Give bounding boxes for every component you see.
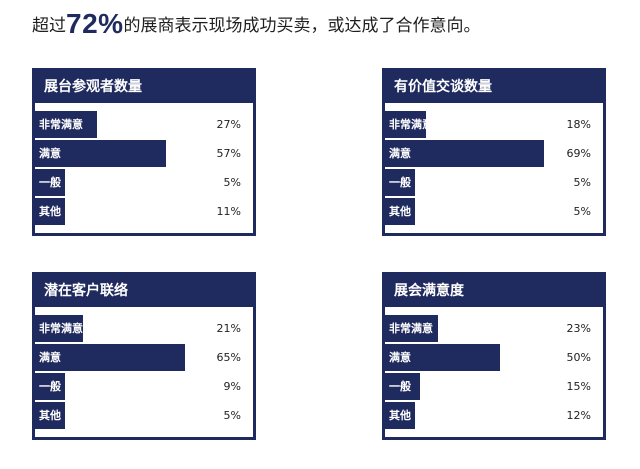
bar-category-label: 其他 [389,205,411,218]
bar-list: 非常满意 21% 满意 65% 一般 9% 其他 5% [35,315,253,431]
headline: 超过72%的展商表示现场成功买卖，或达成了合作意向。 [32,6,481,44]
bar-value-label: 5% [223,409,241,422]
bar-list: 非常满意 27% 满意 57% 一般 5% 其他 11% [35,111,253,227]
bar-value-label: 69% [566,147,591,160]
chart-panel-booth-visitors: 展台参观者数量 非常满意 27% 满意 57% 一般 5% 其他 11% [32,68,256,236]
bar: 非常满意 [385,315,438,342]
bar: 非常满意 [385,111,433,138]
bar-row: 其他 5% [35,402,253,431]
bar-row: 一般 15% [385,373,603,402]
bar-value-label: 27% [216,118,241,131]
bar-category-label: 非常满意 [39,322,83,335]
bar-category-label: 其他 [39,205,61,218]
bar-value-label: 65% [216,351,241,364]
bar-value-label: 21% [216,322,241,335]
bar: 非常满意 [35,111,98,138]
bar: 满意 [385,140,544,167]
bar: 满意 [35,344,185,371]
headline-prefix: 超过 [32,16,66,36]
bar: 其他 [385,402,415,429]
bar-row: 满意 69% [385,140,603,169]
bar-row: 一般 5% [35,169,253,198]
bar: 非常满意 [35,315,84,342]
bar: 一般 [385,373,420,400]
bar-value-label: 18% [566,118,591,131]
bar-category-label: 一般 [389,380,411,393]
chart-title: 有价值交谈数量 [385,71,603,103]
bar-value-label: 12% [566,409,591,422]
bar-category-label: 一般 [39,380,61,393]
bar: 满意 [35,140,167,167]
bar-value-label: 57% [216,147,241,160]
bar-row: 非常满意 21% [35,315,253,344]
bar-value-label: 5% [573,176,591,189]
bar-category-label: 满意 [389,351,411,364]
bar-row: 满意 65% [35,344,253,373]
bar: 满意 [385,344,500,371]
chart-title: 潜在客户联络 [35,275,253,307]
bar-row: 非常满意 27% [35,111,253,140]
bar-category-label: 一般 [39,176,61,189]
bar-value-label: 5% [573,205,591,218]
bar-row: 其他 12% [385,402,603,431]
chart-panel-fair-satisfaction: 展会满意度 非常满意 23% 满意 50% 一般 15% 其他 12% [382,272,606,440]
bar-category-label: 其他 [389,409,411,422]
bar: 一般 [35,373,65,400]
bar-category-label: 非常满意 [389,118,433,131]
bar-value-label: 50% [566,351,591,364]
bar-category-label: 满意 [389,147,411,160]
bar-row: 其他 5% [385,198,603,227]
bar: 一般 [385,169,415,196]
bar-category-label: 满意 [39,147,61,160]
bar-row: 满意 50% [385,344,603,373]
bar-row: 一般 5% [385,169,603,198]
bar-value-label: 15% [566,380,591,393]
bar-category-label: 其他 [39,409,61,422]
bar-row: 满意 57% [35,140,253,169]
bar-category-label: 一般 [389,176,411,189]
chart-title: 展台参观者数量 [35,71,253,103]
bar-value-label: 5% [223,176,241,189]
bar-category-label: 非常满意 [389,322,433,335]
bar: 其他 [385,198,415,225]
bar: 其他 [35,198,65,225]
headline-suffix: 的展商表示现场成功买卖，或达成了合作意向。 [123,16,481,36]
chart-title: 展会满意度 [385,275,603,307]
bar-row: 其他 11% [35,198,253,227]
chart-panel-potential-leads: 潜在客户联络 非常满意 21% 满意 65% 一般 9% 其他 5% [32,272,256,440]
bar: 一般 [35,169,65,196]
bar-row: 非常满意 23% [385,315,603,344]
bar-list: 非常满意 23% 满意 50% 一般 15% 其他 12% [385,315,603,431]
bar-row: 一般 9% [35,373,253,402]
bar: 其他 [35,402,65,429]
bar-value-label: 23% [566,322,591,335]
bar-category-label: 满意 [39,351,61,364]
bar-row: 非常满意 18% [385,111,603,140]
bar-list: 非常满意 18% 满意 69% 一般 5% 其他 5% [385,111,603,227]
bar-value-label: 9% [223,380,241,393]
chart-panel-valuable-talks: 有价值交谈数量 非常满意 18% 满意 69% 一般 5% 其他 5% [382,68,606,236]
headline-highlight: 72% [66,8,124,39]
bar-category-label: 非常满意 [39,118,83,131]
bar-value-label: 11% [216,205,241,218]
